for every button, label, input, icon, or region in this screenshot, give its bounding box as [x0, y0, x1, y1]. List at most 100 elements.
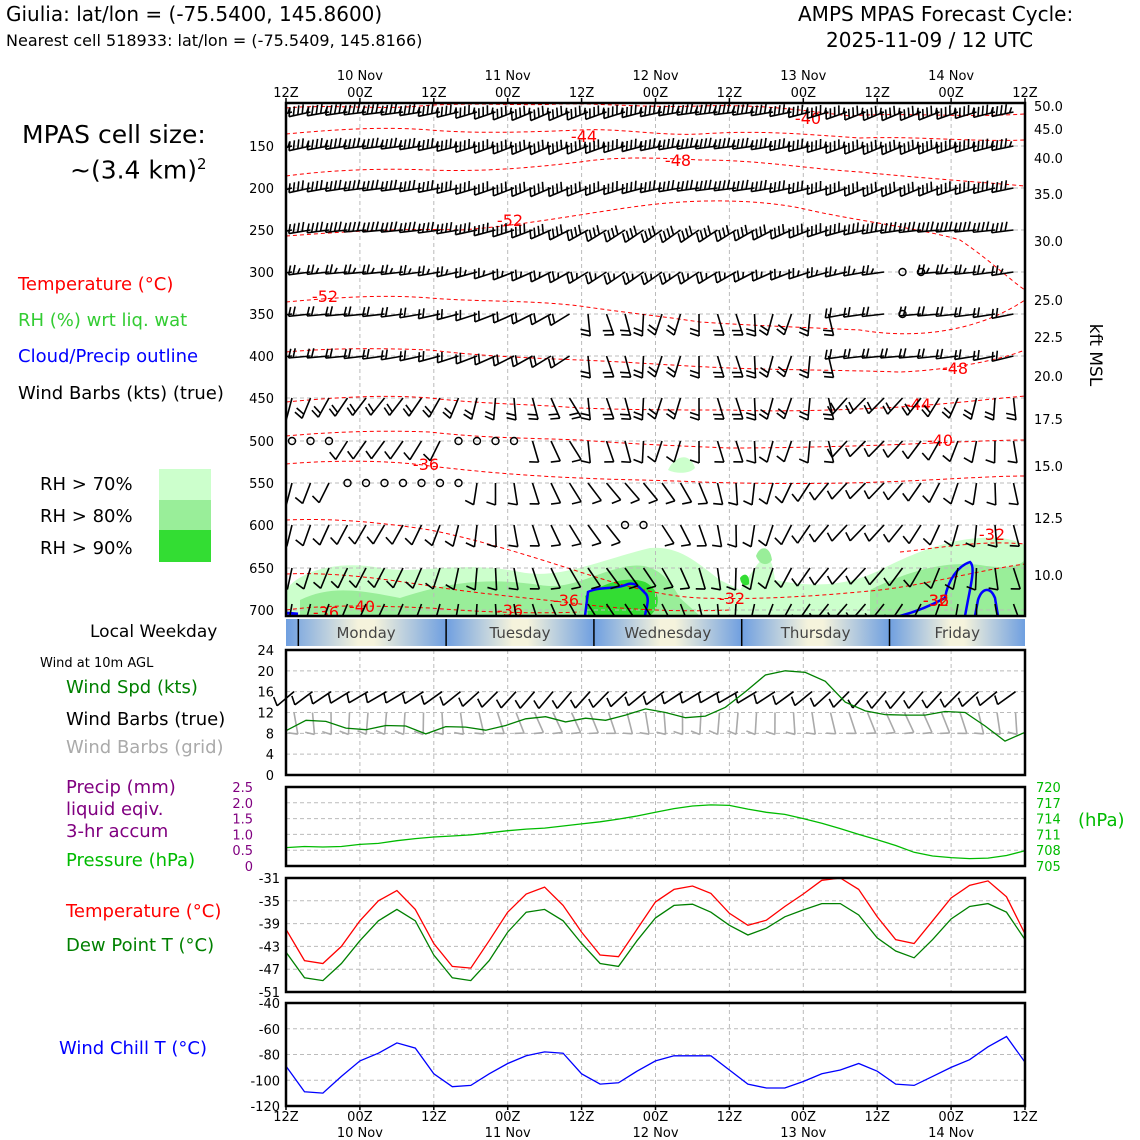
wind-barb-true — [364, 690, 387, 704]
wind-barb — [922, 482, 941, 504]
wind-barb-grid — [533, 712, 545, 735]
wind-barb — [436, 104, 459, 119]
wind-barb — [990, 221, 1014, 234]
wind-barb — [899, 105, 922, 122]
wind-barb — [507, 482, 519, 506]
wind-barb — [921, 397, 941, 418]
wind-barb — [954, 180, 977, 196]
wind-tick-label: 12 — [257, 707, 274, 722]
wind-barb — [661, 567, 674, 590]
wind-barb — [506, 397, 517, 421]
wind-barb — [385, 524, 404, 545]
weekday-cell — [889, 619, 1025, 646]
wind-barb — [436, 180, 459, 195]
wind-barb — [492, 311, 515, 324]
wind-barb — [921, 440, 941, 461]
wind-barb — [861, 306, 885, 318]
wind-barb — [845, 567, 867, 585]
kft-tick-label: 50.0 — [1034, 100, 1063, 115]
wind-barb — [845, 524, 867, 542]
wind-barb — [424, 524, 441, 547]
wind-tick-label: 0 — [266, 769, 274, 784]
wind-barb — [776, 313, 793, 336]
wind-tick-label: 4 — [266, 748, 274, 763]
wind-barb-grid — [639, 712, 650, 736]
temperature-contour-label: -36 — [313, 603, 339, 622]
wind-barb — [1005, 397, 1017, 421]
wind-barb — [689, 313, 700, 337]
wind-barb — [399, 307, 422, 319]
wind-barb — [547, 105, 570, 122]
wind-barb — [647, 313, 663, 336]
wind-barb-true — [606, 691, 628, 708]
wind-barb-true — [660, 690, 683, 705]
wind-barb — [985, 440, 996, 464]
precip-tick-label: 0 — [245, 860, 253, 875]
wind-barb — [529, 482, 540, 505]
legend-rh70-swatch — [159, 469, 211, 501]
wind-barb — [510, 223, 533, 239]
wind-barb — [826, 440, 848, 458]
wind-barb — [417, 308, 441, 320]
wind-barb — [679, 482, 693, 505]
wind-barb — [510, 355, 533, 368]
wind-barb — [824, 266, 848, 278]
wind-barb-true — [272, 691, 295, 707]
wind-barb — [529, 181, 552, 198]
wind-barb — [633, 313, 645, 337]
legend-rh90-label: RH > 90% — [40, 538, 133, 559]
wind-barb-true — [790, 691, 813, 707]
wind-barb — [584, 105, 607, 121]
wind-barb — [665, 440, 682, 463]
temperature-contour — [286, 395, 1025, 412]
weekday-label: Monday — [336, 624, 395, 642]
wind-barb — [822, 397, 835, 421]
wind-barb — [621, 180, 644, 195]
wind-barb — [621, 225, 644, 244]
wind-barb — [508, 524, 519, 548]
calm-marker — [417, 478, 426, 488]
wind-frame — [284, 648, 1027, 777]
temperature-panel — [285, 877, 1026, 992]
temperature-contour — [286, 348, 1025, 373]
wind-barb — [361, 348, 385, 360]
dewpoint-line — [285, 902, 1026, 982]
wind-barb-grid — [708, 712, 721, 736]
pressure-tick-label: 550 — [249, 477, 274, 492]
wind-barb — [433, 603, 441, 616]
wind-barb-true — [975, 691, 998, 707]
wind-barb-true — [716, 690, 739, 704]
wind-barb-grid — [375, 712, 388, 736]
weekday-cell — [593, 619, 742, 646]
wind-barb — [731, 397, 744, 420]
wind-barb — [455, 138, 478, 154]
wind-barb — [845, 482, 867, 500]
wind-barb — [580, 440, 592, 464]
wind-barb — [445, 567, 460, 591]
wind-barb-true — [383, 690, 406, 704]
calm-marker — [472, 436, 482, 446]
wind-barb — [398, 179, 422, 193]
wind-barb — [742, 524, 756, 548]
wind-barb — [374, 603, 386, 616]
wind-barb — [661, 482, 676, 505]
wind-barb — [492, 354, 515, 367]
wind-barb — [398, 103, 422, 117]
temperature-contour-label: -36 — [497, 601, 523, 620]
wind-barb — [566, 139, 589, 155]
legend-rh80-swatch — [159, 500, 211, 532]
wind-barb-true — [439, 691, 461, 707]
wind-barb — [845, 440, 867, 458]
kft-tick-label: 45.0 — [1034, 123, 1063, 138]
wind-barb — [788, 267, 811, 280]
wind-barb — [935, 348, 959, 360]
pressure-tick-label: 717 — [1036, 797, 1061, 812]
wind-barb — [466, 567, 478, 591]
wind-barb — [639, 138, 663, 152]
pressure-tick-label: 300 — [249, 266, 274, 281]
temperature-contour-label: -32 — [923, 591, 949, 610]
wind-barb — [584, 139, 607, 155]
wind-barb — [547, 139, 570, 156]
wind-barb — [791, 482, 811, 502]
precip-tick-label: 2.5 — [232, 781, 253, 796]
